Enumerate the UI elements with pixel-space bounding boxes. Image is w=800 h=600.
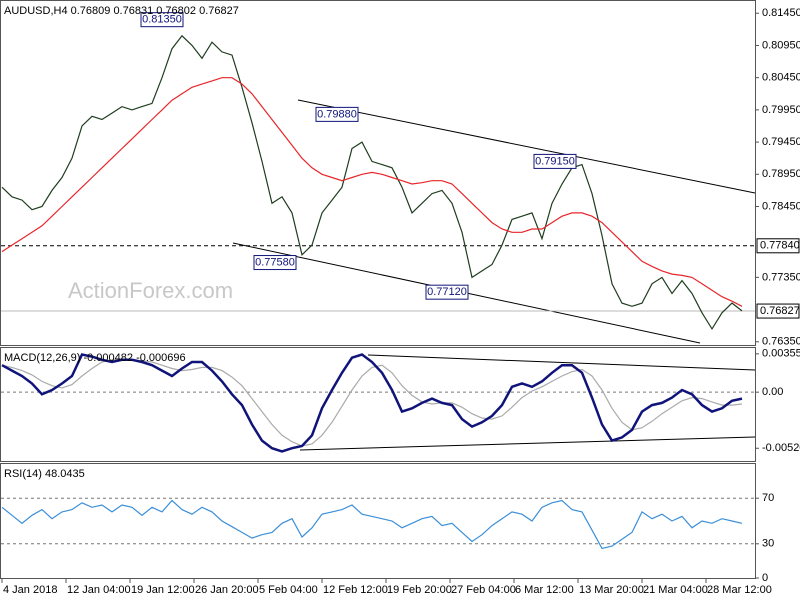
series-line: [1, 499, 743, 550]
x-tick-label: 19 Jan 12:00: [131, 584, 195, 596]
x-tick-label: 6 Mar 12:00: [515, 584, 574, 596]
x-tick-label: 12 Jan 04:00: [67, 584, 131, 596]
annotation-box: [315, 106, 359, 122]
macd-trend-lower: [299, 436, 756, 451]
panel-title: MACD(12,26,9) -0.000482 -0.000696: [4, 352, 186, 364]
annotation-box: [425, 284, 469, 300]
price-box: [756, 303, 800, 319]
annotation-label: 0.81350: [142, 14, 182, 26]
x-tick-label: 13 Mar 20:00: [579, 584, 644, 596]
x-tick-label: 4 Jan 2018: [3, 584, 57, 596]
x-tick-label: 21 Mar 04:00: [643, 584, 708, 596]
panel-title: RSI(14) 48.0435: [4, 468, 85, 480]
x-tick-label: 28 Mar 12:00: [707, 584, 772, 596]
macd-trend-upper: [367, 354, 756, 371]
y-tick-label: 0.80950: [762, 39, 800, 51]
price-label: 0.76827: [760, 305, 800, 317]
price-panel: [0, 0, 756, 346]
price-box: [756, 238, 800, 254]
annotation-label: 0.77580: [255, 256, 295, 268]
x-tick-label: 26 Jan 20:00: [195, 584, 259, 596]
annotation-label: 0.79880: [317, 108, 357, 120]
rsi-panel: [0, 463, 756, 579]
y-tick-label: 0.80450: [762, 72, 800, 84]
y-tick-label: 70: [762, 492, 774, 504]
y-tick-label: 0.79450: [762, 136, 800, 148]
series-line: [1, 353, 743, 453]
y-tick-label: 0.003559: [762, 348, 800, 360]
watermark: ActionForex.com: [68, 278, 233, 303]
price-label: 0.77840: [760, 240, 800, 252]
y-tick-label: 0.76350: [762, 336, 800, 348]
series-line: [1, 34, 743, 331]
y-tick-label: 0.79950: [762, 104, 800, 116]
panel-title: AUDUSD,H4 0.76809 0.76831 0.76802 0.7682…: [4, 5, 239, 17]
y-tick-label: 0.81450: [762, 7, 800, 19]
x-tick-label: 19 Feb 20:00: [387, 584, 452, 596]
channel-upper: [297, 99, 756, 194]
y-tick-label: 30: [762, 538, 774, 550]
y-tick-label: 0.77350: [762, 271, 800, 283]
annotation-label: 0.79150: [535, 155, 575, 167]
x-tick-label: 12 Feb 12:00: [323, 584, 388, 596]
y-tick-label: 0.78950: [762, 168, 800, 180]
y-tick-label: -0.005207: [762, 442, 800, 454]
macd-panel: [0, 347, 756, 462]
x-tick-label: 5 Feb 04:00: [259, 584, 318, 596]
y-tick-label: 0.78450: [762, 200, 800, 212]
annotation-box: [140, 12, 184, 28]
y-tick-label: 0.00: [762, 386, 783, 398]
annotation-box: [253, 255, 297, 271]
annotation-label: 0.77120: [427, 286, 467, 298]
y-tick-label: 0: [762, 572, 768, 584]
series-line: [1, 77, 743, 307]
annotation-box: [533, 153, 577, 169]
x-tick-label: 27 Feb 04:00: [451, 584, 516, 596]
